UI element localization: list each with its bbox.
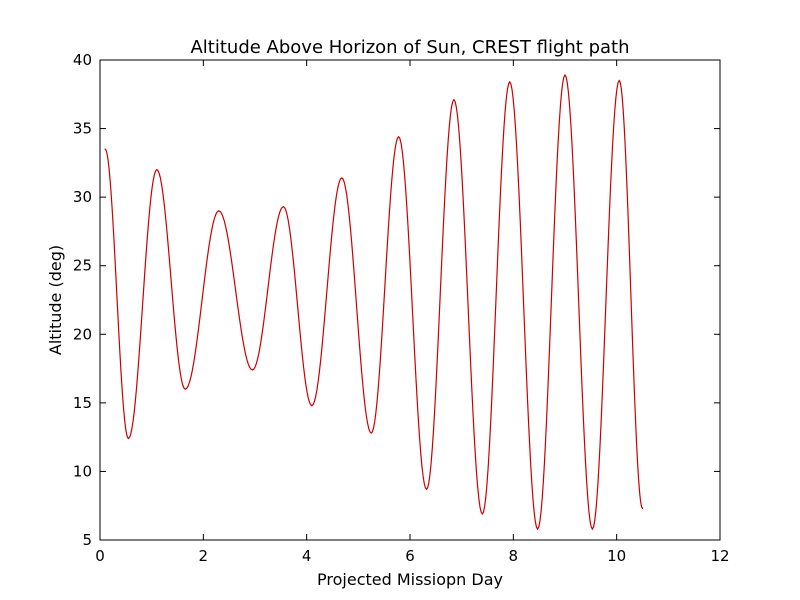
x-tick-label: 8 xyxy=(509,547,519,565)
series-point xyxy=(618,79,620,82)
series-point xyxy=(156,169,158,171)
series-line-0 xyxy=(104,73,644,531)
series-point xyxy=(481,513,483,515)
chart-title: Altitude Above Horizon of Sun, CREST fli… xyxy=(190,37,629,58)
y-tick-label: 20 xyxy=(73,325,92,343)
series-point xyxy=(537,528,539,530)
x-tick-label: 6 xyxy=(405,547,415,565)
series-point xyxy=(184,388,186,390)
y-tick-label: 40 xyxy=(73,51,92,69)
series-point xyxy=(104,148,106,150)
x-tick-label: 4 xyxy=(302,547,312,565)
x-axis-label: Projected Missiopn Day xyxy=(317,570,503,589)
series-point xyxy=(251,369,254,371)
series-point xyxy=(282,206,285,208)
x-tick-label: 10 xyxy=(607,547,626,565)
series-point xyxy=(509,81,511,83)
series-point xyxy=(425,488,428,490)
y-tick-label: 30 xyxy=(73,188,92,206)
series-point xyxy=(564,74,566,76)
y-tick-label: 35 xyxy=(73,120,92,138)
y-axis: 5 10 15 20 25 30 35 40 xyxy=(73,51,720,549)
series-point xyxy=(127,437,130,440)
y-tick-label: 25 xyxy=(73,257,92,275)
series-point xyxy=(370,432,372,434)
series-point xyxy=(218,210,220,212)
y-tick-label: 10 xyxy=(73,462,92,480)
series-point xyxy=(341,177,343,179)
x-tick-label: 2 xyxy=(199,547,209,565)
series-point xyxy=(398,136,400,138)
y-tick-label: 5 xyxy=(82,531,92,549)
y-axis-label: Altitude (deg) xyxy=(46,245,65,355)
series-point xyxy=(453,99,455,101)
y-tick-label: 15 xyxy=(73,394,92,412)
x-tick-label: 12 xyxy=(710,547,729,565)
plot-area xyxy=(104,73,644,531)
x-axis: 0 2 4 6 8 10 12 xyxy=(95,60,730,565)
series-point xyxy=(641,507,644,510)
x-tick-label: 0 xyxy=(95,547,105,565)
series-point xyxy=(311,405,313,407)
series-point xyxy=(591,528,593,530)
